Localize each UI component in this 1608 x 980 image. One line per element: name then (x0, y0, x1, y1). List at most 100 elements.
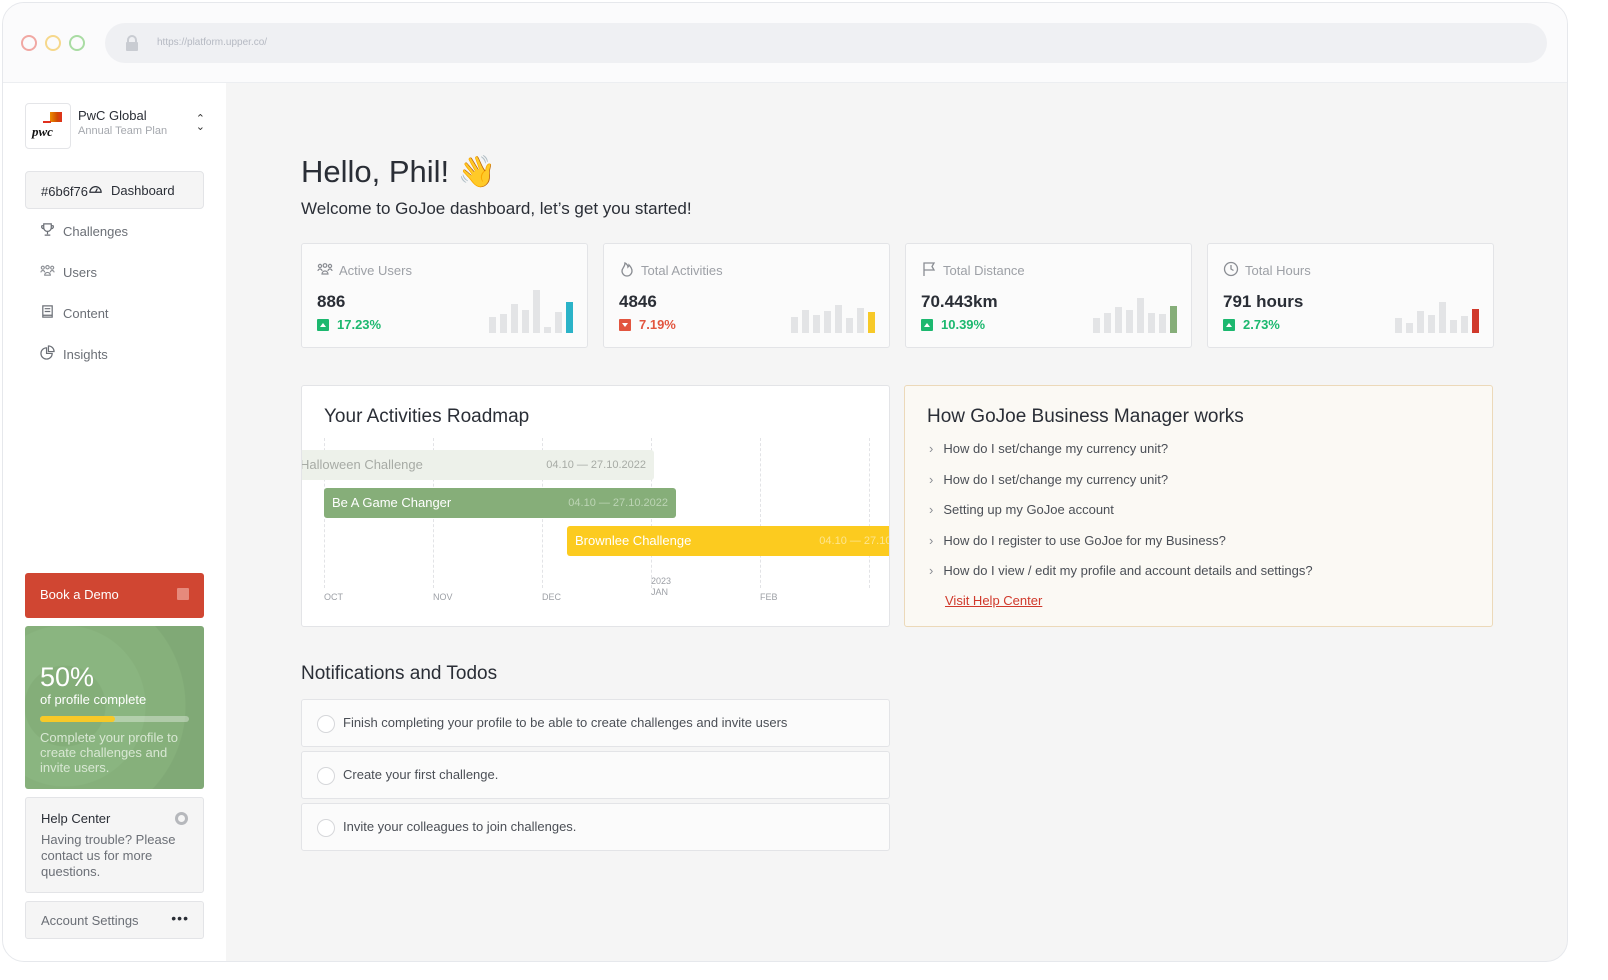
how-it-works-card: How GoJoe Business Manager works › How do… (904, 385, 1493, 627)
help-center-card[interactable]: Help Center Having trouble? Please conta… (25, 797, 204, 893)
sparkline-bar (1417, 311, 1424, 333)
sparkline-bar (1472, 309, 1479, 333)
stat-value: 791 hours (1223, 292, 1304, 311)
sparkline-bar (824, 311, 831, 333)
faq-item[interactable]: › How do I set/change my currency unit? (929, 471, 1169, 487)
chevron-right-icon: › (929, 441, 934, 456)
more-icon[interactable]: ••• (171, 910, 189, 926)
chevron-right-icon: › (929, 532, 934, 548)
sparkline-bar (1148, 313, 1155, 333)
sparkline-bar (522, 310, 529, 333)
todo-checkbox[interactable] (317, 767, 335, 785)
stat-change: 17.23% (337, 317, 382, 332)
help-title: Help Center (41, 811, 111, 826)
pwc-logo: pwc (25, 103, 71, 149)
visit-help-center-link[interactable]: Visit Help Center (945, 593, 1043, 608)
sparkline-bar (555, 312, 562, 333)
sparkline-bar (533, 290, 540, 333)
chevron-right-icon: › (929, 563, 934, 578)
minimize-window-button[interactable] (45, 35, 61, 51)
book-icon (40, 304, 55, 322)
flame-icon (619, 261, 635, 280)
lock-icon (126, 35, 138, 51)
stat-card-total-activities: Total Activities 4846 7.19% (603, 243, 890, 348)
book-demo-label: Book a Demo (40, 587, 119, 602)
sparkline-bar (868, 312, 875, 333)
sparkline-bar (1104, 313, 1111, 333)
sparkline-bar (1159, 314, 1166, 333)
faq-item[interactable]: › Setting up my GoJoe account (929, 502, 1114, 517)
sidebar-item-content[interactable]: Content (25, 294, 204, 332)
sparkline-bar (500, 314, 507, 333)
users-icon (317, 261, 333, 280)
trophy-icon (40, 222, 55, 240)
sparkline-bar (1439, 302, 1446, 333)
stat-value: 886 (317, 292, 346, 311)
todos-title: Notifications and Todos (301, 663, 498, 684)
sidebar-item-challenges[interactable]: Challenges (25, 212, 204, 250)
trend-up-icon (1223, 318, 1235, 331)
maximize-window-button[interactable] (69, 35, 85, 51)
browser-window: https://platform.upper.co/ pwc PwC Globa… (2, 2, 1568, 962)
profile-percent: 50% (40, 662, 95, 692)
stat-value: 70.443km (921, 292, 998, 311)
sparkline-bar (1115, 307, 1122, 333)
chevron-right-icon: › (929, 471, 934, 487)
sparkline (1093, 287, 1177, 333)
sparkline-bar (544, 327, 551, 333)
sidebar: pwc PwC Global Annual Team Plan ⌃ ⌄ #6b6f… (3, 83, 226, 961)
sparkline-bar (835, 305, 842, 333)
users-icon (40, 263, 55, 281)
stat-change: 10.39% (941, 317, 986, 332)
trend-up-icon (317, 318, 329, 331)
chevron-right-icon: › (929, 502, 934, 517)
sparkline-bar (1428, 315, 1435, 333)
roadmap-bar-game-changer[interactable]: Be A Game Changer 04.10 — 27.10.2022 (324, 488, 676, 518)
address-bar[interactable]: https://platform.upper.co/ (105, 23, 1547, 63)
org-switcher[interactable]: pwc PwC Global Annual Team Plan ⌃ ⌄ (25, 103, 205, 149)
profile-label: of profile complete (40, 692, 147, 707)
account-settings-button[interactable]: Account Settings ••• (25, 901, 204, 939)
close-window-button[interactable] (21, 35, 37, 51)
sparkline (1395, 287, 1479, 333)
faq-item[interactable]: › How do I set/change my currency unit? (929, 441, 1169, 456)
sidebar-item-users[interactable]: Users (25, 253, 204, 291)
stat-card-total-distance: Total Distance 70.443km 10.39% (905, 243, 1192, 348)
book-demo-button[interactable]: Book a Demo (25, 573, 204, 618)
sidebar-item-label: Insights (63, 346, 108, 362)
todo-item[interactable]: Invite your colleagues to join challenge… (301, 803, 890, 851)
activities-roadmap: Your Activities Roadmap OCT NOV DEC 2023 JAN… (301, 385, 890, 627)
sparkline-bar (857, 308, 864, 333)
todo-item[interactable]: Finish completing your profile to be abl… (301, 699, 890, 747)
sparkline-bar (813, 315, 820, 333)
sparkline-bar (846, 318, 853, 333)
browser-toolbar: https://platform.upper.co/ (3, 3, 1567, 83)
sidebar-item-dashboard[interactable]: #6b6f76 Dashboard (25, 171, 204, 209)
faq-item[interactable]: › How do I register to use GoJoe for my B… (929, 532, 1226, 548)
sidebar-item-label: Challenges (63, 223, 129, 239)
sparkline-bar (511, 304, 518, 333)
sparkline-bar (1093, 318, 1100, 333)
lifebuoy-icon (175, 812, 188, 825)
sparkline (791, 287, 875, 333)
month-label: 2023 JAN (651, 576, 672, 597)
sidebar-item-insights[interactable]: Insights (25, 335, 204, 373)
faq-item[interactable]: › How do I view / edit my profile and acc… (929, 563, 1313, 578)
account-settings-label: Account Settings (41, 913, 139, 928)
sparkline-bar (1461, 316, 1468, 333)
profile-desc: Complete your profile to create challeng… (40, 730, 179, 775)
sparkline-bar (489, 317, 496, 333)
profile-completion-card: 50% of profile complete Complete your pr… (25, 626, 204, 789)
page-subtitle: Welcome to GoJoe dashboard, let’s get yo… (301, 199, 692, 218)
todo-checkbox[interactable] (317, 819, 335, 837)
stat-card-active-users: Active Users 886 17.23% (301, 243, 588, 348)
sparkline-bar (802, 310, 809, 333)
page-title: Hello, Phil! 👋 (301, 154, 497, 189)
roadmap-bar-halloween[interactable]: Halloween Challenge 04.10 — 27.10.2022 (302, 450, 654, 480)
sparkline-bar (1137, 298, 1144, 333)
todo-item[interactable]: Create your first challenge. (301, 751, 890, 799)
todo-checkbox[interactable] (317, 715, 335, 733)
sidebar-item-label: Users (63, 264, 97, 280)
stat-value: 4846 (619, 292, 657, 311)
